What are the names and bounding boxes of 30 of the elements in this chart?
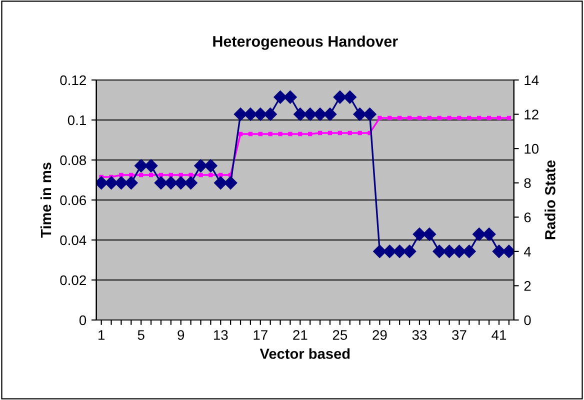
y2-tick-label: 4 bbox=[524, 246, 531, 256]
x-tick-label: 33 bbox=[412, 330, 427, 340]
x-tick-label: 21 bbox=[293, 330, 308, 340]
x-tick-label: 13 bbox=[214, 330, 228, 340]
chart-title: Heterogeneous Handover bbox=[213, 36, 398, 50]
y2-tick-label: 10 bbox=[524, 144, 539, 154]
x-tick-label: 9 bbox=[178, 330, 184, 340]
y-tick-label: 0.08 bbox=[60, 155, 86, 166]
y2-tick-label: 6 bbox=[524, 212, 531, 222]
y-tick-label: 0.1 bbox=[68, 115, 86, 126]
y-axis-title: Time in ms bbox=[40, 162, 52, 238]
y-tick-label: 0.06 bbox=[60, 195, 86, 206]
x-tick-label: 41 bbox=[492, 330, 506, 340]
x-tick-label: 17 bbox=[254, 330, 268, 340]
x-tick-label: 1 bbox=[98, 330, 105, 340]
y2-tick-label: 2 bbox=[524, 281, 531, 291]
x-axis-title: Vector based bbox=[260, 348, 350, 359]
y-tick-label: 0.04 bbox=[60, 235, 86, 246]
y2-tick-label: 12 bbox=[524, 110, 538, 120]
x-tick-label: 25 bbox=[332, 330, 348, 340]
x-tick-label: 29 bbox=[372, 330, 387, 340]
y-tick-label: 0.12 bbox=[60, 75, 86, 86]
y2-axis-title: Radio State bbox=[544, 160, 556, 240]
x-tick-label: 5 bbox=[138, 330, 144, 340]
y2-tick-label: 14 bbox=[524, 75, 539, 86]
x-tick-label: 37 bbox=[452, 330, 466, 340]
y-tick-label: 0 bbox=[79, 315, 86, 326]
y-tick-label: 0.02 bbox=[60, 275, 86, 286]
y2-tick-label: 8 bbox=[524, 178, 531, 188]
y2-tick-label: 0 bbox=[524, 315, 531, 326]
